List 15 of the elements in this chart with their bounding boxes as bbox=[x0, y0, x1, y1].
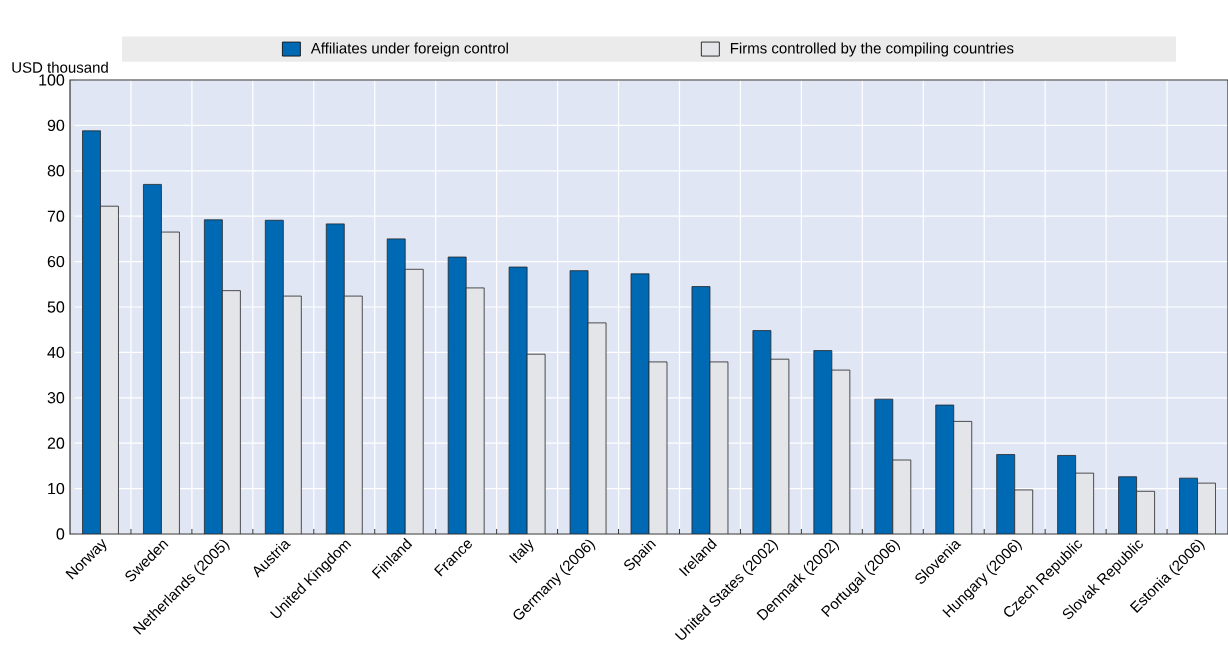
y-tick-label: 10 bbox=[48, 482, 65, 495]
text: Firms controlled by the compiling countries bbox=[730, 42, 1014, 57]
y-tick-label: 30 bbox=[47, 392, 65, 404]
y-tick-label: 80 bbox=[47, 165, 65, 177]
y-tick-label: 90 bbox=[47, 119, 65, 132]
x-tick-label: Italy bbox=[509, 539, 534, 564]
y-tick-label: 60 bbox=[47, 255, 65, 268]
legend-label: Affiliates under foreign control bbox=[310, 42, 508, 57]
y-tick-label: 0 bbox=[56, 528, 65, 540]
y-tick-label: 20 bbox=[47, 437, 65, 449]
y-tick-label: 100 bbox=[39, 74, 65, 86]
y-tick-label: 50 bbox=[47, 301, 65, 313]
y-tick-label: 70 bbox=[47, 210, 65, 222]
y-tick-label: 40 bbox=[47, 346, 65, 359]
y-axis-title: USD thousand bbox=[12, 61, 108, 73]
